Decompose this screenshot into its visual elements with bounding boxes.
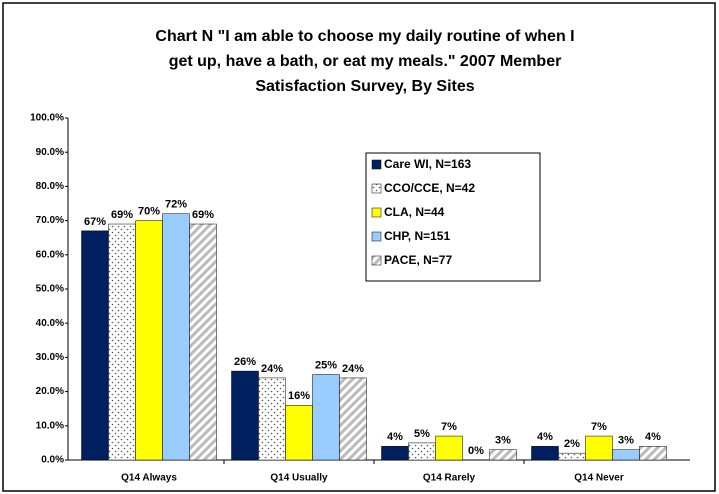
bar xyxy=(585,435,613,461)
legend-label: Care WI, N=163 xyxy=(384,157,471,171)
bar xyxy=(312,374,340,461)
value-label: 2% xyxy=(564,438,580,450)
value-label: 69% xyxy=(192,209,214,221)
y-tick-label: 50.0% xyxy=(36,284,64,295)
bar xyxy=(558,452,586,461)
value-label: 7% xyxy=(441,421,457,433)
value-label: 4% xyxy=(645,431,661,443)
value-label: 7% xyxy=(591,421,607,433)
bar xyxy=(408,442,436,461)
legend-label: CHP, N=151 xyxy=(384,229,450,243)
bar xyxy=(639,446,667,461)
x-tick-label: Q14 Usually xyxy=(270,473,328,484)
value-label: 24% xyxy=(342,363,364,375)
y-tick-label: 30.0% xyxy=(36,352,64,363)
value-label: 70% xyxy=(138,206,160,218)
value-label: 5% xyxy=(414,428,430,440)
bar xyxy=(285,405,313,461)
y-tick-label: 20.0% xyxy=(36,386,64,397)
bar xyxy=(435,435,463,461)
x-tick-label: Q14 Rarely xyxy=(423,473,476,484)
bar xyxy=(231,370,259,461)
bar xyxy=(381,446,409,461)
bar xyxy=(108,223,136,461)
y-tick-label: 100.0% xyxy=(30,113,64,124)
value-label: 72% xyxy=(165,199,187,211)
x-tick-label: Q14 Never xyxy=(574,473,624,484)
y-tick-label: 10.0% xyxy=(36,420,64,431)
value-label: 67% xyxy=(84,216,106,228)
value-label: 24% xyxy=(261,363,283,375)
y-tick-label: 40.0% xyxy=(36,318,64,329)
bar xyxy=(612,449,640,461)
value-label: 3% xyxy=(618,435,634,447)
value-label: 4% xyxy=(537,431,553,443)
value-label: 4% xyxy=(387,431,403,443)
y-tick-label: 0.0% xyxy=(41,455,64,466)
legend-box xyxy=(365,152,541,282)
legend-label: CLA, N=44 xyxy=(384,205,445,219)
x-tick-label: Q14 Always xyxy=(121,473,177,484)
value-label: 16% xyxy=(288,390,310,402)
legend-label: CCO/CCE, N=42 xyxy=(384,181,475,195)
bar xyxy=(489,449,517,461)
y-tick-label: 70.0% xyxy=(36,215,64,226)
y-tick-label: 60.0% xyxy=(36,249,64,260)
legend-swatch xyxy=(371,231,382,242)
y-tick-label: 80.0% xyxy=(36,181,64,192)
bar xyxy=(189,223,217,461)
legend-swatch xyxy=(371,255,382,266)
value-label: 69% xyxy=(111,209,133,221)
legend-swatch xyxy=(371,207,382,218)
bar xyxy=(135,220,163,461)
value-label: 26% xyxy=(234,356,256,368)
legend-swatch xyxy=(371,159,382,170)
value-label: 3% xyxy=(495,435,511,447)
bar xyxy=(258,377,286,461)
value-label: 0% xyxy=(468,445,484,457)
bar xyxy=(339,377,367,461)
chart-title: get up, have a bath, or eat my meals." 2… xyxy=(169,53,562,70)
y-tick-label: 90.0% xyxy=(36,147,64,158)
value-label: 25% xyxy=(315,359,337,371)
bar xyxy=(162,213,190,461)
chart-title: Satisfaction Survey, By Sites xyxy=(255,78,474,95)
legend-label: PACE, N=77 xyxy=(384,253,452,267)
legend-swatch xyxy=(371,183,382,194)
chart-title: Chart N "I am able to choose my daily ro… xyxy=(155,28,574,45)
bar xyxy=(81,230,109,461)
bar xyxy=(531,446,559,461)
